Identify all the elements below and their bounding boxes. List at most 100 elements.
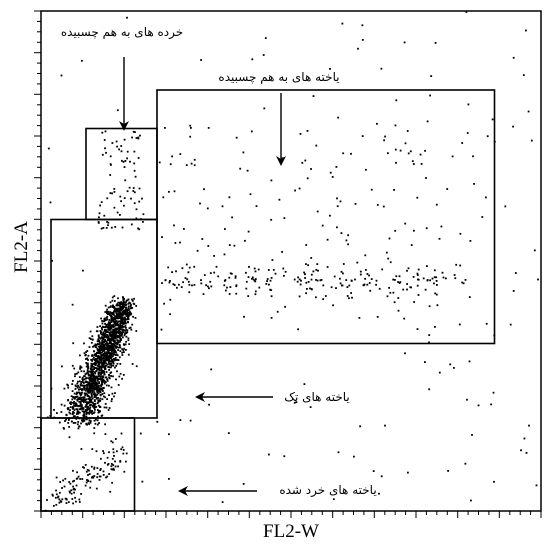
event-point <box>97 335 100 337</box>
event-point <box>118 308 121 310</box>
event-point <box>413 301 415 303</box>
event-point <box>284 305 286 308</box>
event-point <box>266 280 268 282</box>
event-point <box>358 317 361 319</box>
event-point <box>94 380 97 383</box>
event-point <box>126 312 128 315</box>
event-point <box>108 407 111 409</box>
event-point <box>107 313 110 315</box>
event-point <box>107 334 109 337</box>
event-point <box>103 336 106 339</box>
event-point <box>83 398 86 401</box>
event-point <box>335 287 337 289</box>
event-point <box>105 151 107 154</box>
event-point <box>119 332 122 334</box>
event-point <box>93 427 96 429</box>
event-point <box>127 298 130 301</box>
event-point <box>124 306 127 309</box>
event-point <box>124 321 126 323</box>
event-point <box>102 450 104 452</box>
event-point <box>123 311 126 314</box>
event-point <box>381 268 384 271</box>
event-point <box>164 279 167 282</box>
event-point <box>127 308 130 311</box>
axis-ticks <box>34 10 542 518</box>
event-point <box>104 317 107 320</box>
event-point <box>110 226 113 229</box>
event-point <box>113 295 116 297</box>
event-point <box>485 196 487 199</box>
event-point <box>126 314 129 317</box>
event-point <box>109 356 112 359</box>
event-point <box>79 384 82 387</box>
event-point <box>284 270 287 273</box>
plot-frame <box>40 10 542 512</box>
event-point <box>361 39 364 41</box>
event-point <box>135 137 138 139</box>
event-point <box>98 341 101 343</box>
annotation-debris: یاخته های خرد شده <box>279 483 376 498</box>
event-point <box>229 286 232 288</box>
event-point <box>89 398 92 401</box>
event-point <box>436 284 438 286</box>
event-point <box>384 135 386 138</box>
event-point <box>93 356 95 359</box>
event-point <box>94 399 96 401</box>
event-point <box>225 289 227 292</box>
event-point <box>121 377 123 380</box>
event-point <box>97 338 100 341</box>
event-point <box>270 277 273 279</box>
event-point <box>92 345 94 348</box>
event-point <box>293 401 296 404</box>
event-point <box>96 383 99 386</box>
event-point <box>75 408 78 411</box>
event-point <box>235 292 238 295</box>
event-point <box>97 415 99 418</box>
event-point <box>93 344 96 347</box>
event-point <box>68 481 71 483</box>
event-point <box>105 325 108 328</box>
event-point <box>122 449 125 451</box>
event-point <box>428 388 431 391</box>
event-point <box>60 403 63 406</box>
event-point <box>100 332 102 334</box>
event-point <box>141 197 143 200</box>
event-point <box>105 352 108 355</box>
event-point <box>103 214 106 217</box>
event-point <box>305 244 308 246</box>
event-point <box>94 422 97 425</box>
event-point <box>438 371 441 374</box>
event-point <box>95 487 98 490</box>
event-point <box>53 409 55 411</box>
event-point <box>210 285 213 288</box>
event-point <box>305 263 307 265</box>
event-point <box>335 166 338 168</box>
event-point <box>125 306 128 309</box>
event-point <box>113 188 116 190</box>
event-point <box>76 398 79 401</box>
event-point <box>89 391 92 394</box>
event-point <box>315 144 318 147</box>
annotation-singlets: یاخته های تک <box>284 390 350 404</box>
event-point <box>125 335 128 338</box>
event-point <box>83 352 86 355</box>
event-point <box>132 130 135 133</box>
event-point <box>61 498 64 501</box>
event-point <box>73 367 76 370</box>
event-point <box>347 243 349 246</box>
event-point <box>102 338 104 341</box>
event-point <box>304 277 306 279</box>
event-point <box>70 489 73 492</box>
event-point <box>104 396 107 399</box>
event-point <box>169 313 171 316</box>
event-point <box>411 160 414 163</box>
event-point <box>455 263 458 266</box>
event-point <box>72 422 75 424</box>
event-point <box>397 309 400 312</box>
event-point <box>77 411 80 414</box>
event-point <box>95 389 98 391</box>
event-point <box>98 411 101 413</box>
event-point <box>100 317 102 320</box>
event-point <box>115 310 117 313</box>
